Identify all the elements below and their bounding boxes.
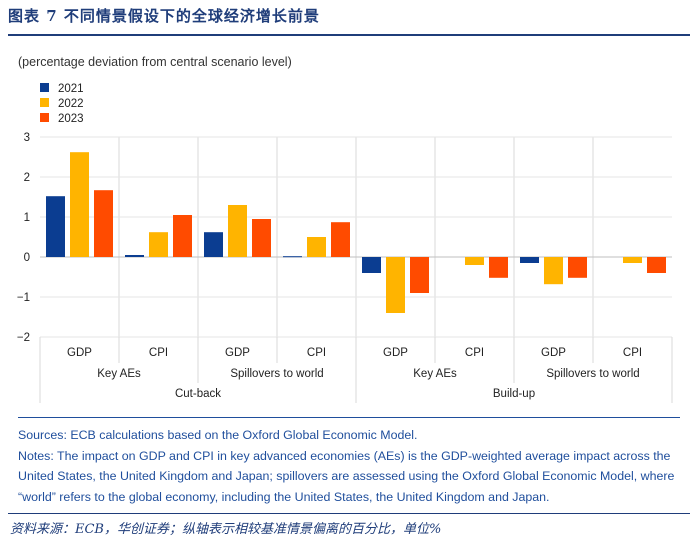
x-tick-label-7: CPI <box>623 347 642 359</box>
group-label-2: Key AEs <box>413 368 457 380</box>
notes-text: Notes: The impact on GDP and CPI in key … <box>18 448 675 504</box>
chart: (percentage deviation from central scena… <box>17 55 673 403</box>
scenario-label-0: Cut-back <box>175 388 221 400</box>
bar-2022-2 <box>228 205 247 257</box>
bar-2021-3 <box>283 256 302 258</box>
bars <box>46 152 666 313</box>
bar-2022-0 <box>70 152 89 257</box>
bar-2021-2 <box>204 232 223 257</box>
x-tick-label-0: GDP <box>67 347 92 359</box>
scenario-label-1: Build-up <box>493 388 535 400</box>
bar-2021-0 <box>46 196 65 257</box>
x-axis: GDP CPI GDP CPI GDP CPI GDP CPI Key AEs Spillover… <box>39 337 673 403</box>
legend-swatch-2023 <box>40 113 49 122</box>
bar-2023-6 <box>568 257 587 278</box>
y-axis: 3 2 1 0 −1 −2 <box>17 132 30 344</box>
y-tick-label-2: 1 <box>24 212 30 224</box>
y-tick-label-4: −1 <box>17 292 30 304</box>
sources-line: Sources: ECB calculations based on the O… <box>18 428 418 442</box>
legend-label-2023: 2023 <box>58 113 84 125</box>
bar-2023-3 <box>331 222 350 257</box>
bar-2022-4 <box>386 257 405 313</box>
bar-2022-3 <box>307 237 326 257</box>
chart-legend: 2021 2022 2023 <box>40 83 84 125</box>
y-tick-label-0: 3 <box>24 132 30 144</box>
notes-block: Sources: ECB calculations based on the O… <box>18 425 686 507</box>
x-tick-label-1: CPI <box>149 347 168 359</box>
group-label-3: Spillovers to world <box>546 368 639 380</box>
y-tick-label-3: 0 <box>24 252 30 264</box>
x-tick-label-4: GDP <box>383 347 408 359</box>
bar-2021-4 <box>362 257 381 273</box>
legend-label-2022: 2022 <box>58 98 84 110</box>
bar-2023-4 <box>410 257 429 293</box>
bar-2021-6 <box>520 257 539 263</box>
legend-swatch-2021 <box>40 83 49 92</box>
x-tick-label-5: CPI <box>465 347 484 359</box>
y-tick-label-1: 2 <box>24 172 30 184</box>
bar-2022-5 <box>465 257 484 265</box>
title-rule <box>8 34 690 36</box>
chart-grid <box>40 136 672 338</box>
x-tick-label-3: CPI <box>307 347 326 359</box>
source-rule <box>8 513 690 514</box>
bar-2022-6 <box>544 257 563 285</box>
bar-2023-5 <box>489 257 508 278</box>
figure-source: 资料来源：ECB，华创证券；纵轴表示相较基准情景偏离的百分比，单位% <box>10 522 442 537</box>
group-label-0: Key AEs <box>97 368 141 380</box>
legend-swatch-2022 <box>40 98 49 107</box>
bar-2023-2 <box>252 219 271 257</box>
x-tick-label-2: GDP <box>225 347 250 359</box>
y-tick-label-5: −2 <box>17 332 30 344</box>
legend-label-2021: 2021 <box>58 83 84 95</box>
bar-2023-0 <box>94 190 113 257</box>
bar-2023-1 <box>173 215 192 257</box>
bar-2022-7 <box>623 257 642 263</box>
group-label-1: Spillovers to world <box>230 368 323 380</box>
chart-subtitle: (percentage deviation from central scena… <box>18 55 292 69</box>
x-tick-label-6: GDP <box>541 347 566 359</box>
bar-2021-1 <box>125 255 144 257</box>
bar-2022-1 <box>149 232 168 257</box>
notes-rule <box>18 417 680 418</box>
bar-2023-7 <box>647 257 666 273</box>
figure-title: 图表 7 不同情景假设下的全球经济增长前景 <box>8 7 320 25</box>
